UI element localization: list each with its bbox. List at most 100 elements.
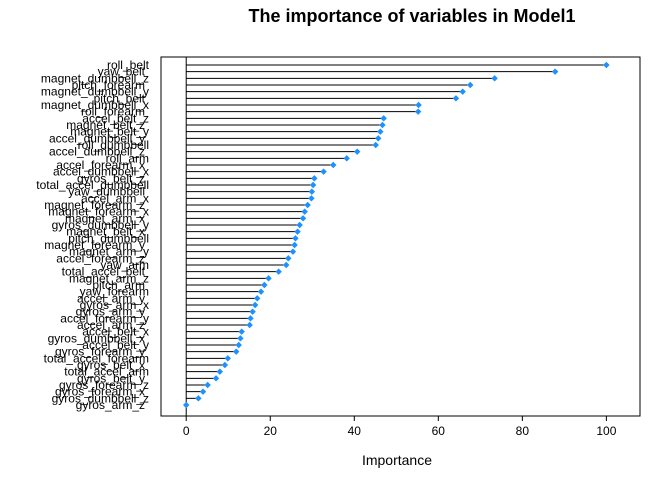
data-point [414, 108, 422, 115]
y-axis-labels: roll_beltyaw_beltmagnet_dumbbell_zpitch_… [36, 58, 149, 412]
variable-label: accel_dumbbell_x [53, 165, 149, 179]
data-point [289, 248, 297, 255]
data-point [551, 68, 559, 75]
variable-label: gyros_arm_z [76, 398, 145, 412]
data-point [459, 88, 466, 95]
variable-label: gyros_forearm_y [55, 345, 145, 359]
data-point [254, 295, 261, 302]
variable-label: magnet_belt_x [66, 225, 145, 239]
data-point [343, 155, 350, 162]
variable-label: accel_forearm_y [60, 311, 149, 325]
variable-label: gyros_forearm_z [59, 378, 149, 392]
data-point [320, 168, 327, 175]
variable-label: magnet_dumbbell_y [41, 85, 149, 99]
data-point [183, 401, 190, 409]
variable-label: accel_arm_x [81, 191, 149, 205]
variable-label: pitch_forearm [72, 78, 145, 92]
variable-label: magnet_dumbbell_x [41, 98, 149, 112]
variable-label: pitch_belt [94, 91, 146, 105]
variable-label: magnet_dumbbell_z [41, 71, 149, 85]
variable-label: gyros_dumbbell_y [52, 218, 149, 232]
data-point [296, 221, 303, 229]
variable-label: accel_belt_y [82, 338, 149, 352]
data-point [246, 321, 253, 329]
chart-title: The importance of variables in Model1 [248, 6, 575, 26]
variable-label: gyros_arm_x [80, 298, 149, 312]
data-point [238, 328, 245, 335]
data-point [199, 388, 207, 395]
data-point [377, 128, 384, 135]
data-point [354, 148, 361, 155]
data-point [233, 348, 240, 355]
data-point [292, 235, 299, 242]
variable-label: accel_belt_z [82, 111, 149, 125]
data-point [309, 181, 317, 189]
x-tick-label: 0 [183, 424, 190, 438]
variable-label: magnet_forearm_y [44, 238, 145, 252]
data-point [467, 81, 474, 89]
data-point [372, 141, 379, 149]
variable-label: roll_dumbbell [78, 138, 149, 152]
data-point [212, 375, 220, 382]
data-point [249, 308, 256, 315]
variable-label: magnet_belt_y [70, 125, 149, 139]
plot-frame [160, 56, 641, 417]
variable-label: roll_belt [107, 58, 150, 72]
data-point [291, 241, 298, 249]
data-point [379, 121, 386, 129]
data-point [247, 315, 254, 322]
variable-label: accel_arm_z [77, 318, 145, 332]
data-point [301, 208, 308, 215]
variable-label: magnet_arm_x [65, 211, 145, 225]
variable-label: total_accel_belt [62, 265, 146, 279]
data-point [415, 101, 422, 109]
variable-label: magnet_belt_z [66, 118, 145, 132]
x-tick-label: 20 [264, 424, 278, 438]
variable-label: gyros_dumbbell_z [52, 391, 149, 405]
variable-label: magnet_forearm_x [48, 205, 149, 219]
data-point [304, 201, 311, 209]
data-point [275, 268, 282, 275]
data-point [452, 95, 460, 102]
data-point [251, 301, 259, 309]
data-point [237, 335, 244, 342]
variable-label: accel_dumbbell_y [49, 131, 145, 145]
variable-label: accel_arm_y [77, 291, 145, 305]
variable-label: roll_forearm [81, 105, 145, 119]
data-point [308, 195, 315, 202]
data-point [224, 355, 232, 362]
data-point [285, 255, 292, 262]
data-point [261, 281, 268, 289]
x-axis-label: Importance [362, 452, 432, 468]
variable-label: pitch_dumbbell [68, 231, 149, 245]
variable-label: yaw_forearm [80, 285, 149, 299]
variable-label: magnet_forearm_z [44, 198, 145, 212]
variable-label: accel_belt_x [82, 325, 149, 339]
x-tick-label: 60 [432, 424, 446, 438]
variable-label: yaw_dumbbell [68, 185, 145, 199]
data-point [330, 161, 337, 169]
data-point [283, 261, 290, 269]
data-point [299, 215, 307, 222]
variable-label: gyros_arm_y [76, 305, 145, 319]
variable-label: total_accel_dumbbell [36, 178, 149, 192]
variable-label: accel_dumbbell_z [49, 145, 145, 159]
variable-label: pitch_arm [92, 278, 145, 292]
data-point [257, 288, 265, 295]
variable-label: gyros_belt_y [77, 371, 145, 385]
variable-label: yaw_belt [98, 65, 146, 79]
variable-label: total_accel_arm [64, 365, 149, 379]
variable-label: gyros_belt_z [77, 171, 145, 185]
variable-label: accel_forearm_z [56, 251, 145, 265]
x-axis: 0 20 40 60 80 100 [183, 416, 617, 438]
variable-label: accel_forearm_x [56, 158, 145, 172]
x-tick-label: 80 [516, 424, 530, 438]
x-tick-label: 100 [596, 424, 616, 438]
data-point [311, 175, 318, 182]
data-point [294, 228, 301, 235]
data-point [235, 341, 242, 349]
variable-label: total_accel_forearm [44, 351, 149, 365]
variable-label: gyros_dumbbell_x [48, 331, 145, 345]
